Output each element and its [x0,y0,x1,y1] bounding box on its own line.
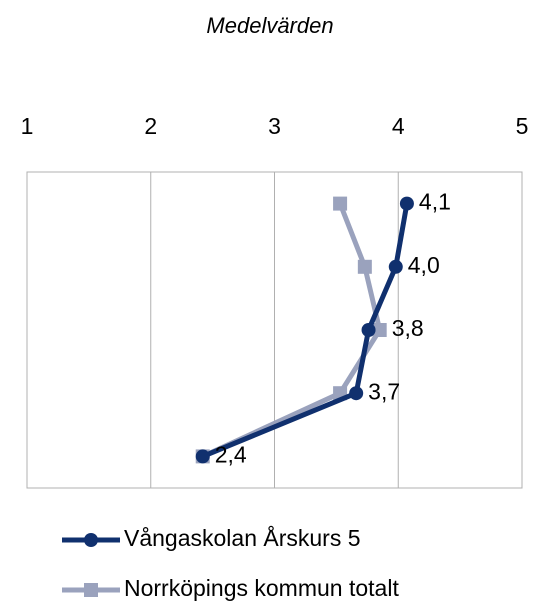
chart-title: Medelvärden [206,13,333,38]
legend-label: Norrköpings kommun totalt [124,575,399,601]
legend-marker [84,583,98,597]
legend-label: Vångaskolan Årskurs 5 [124,524,361,551]
data-point [388,259,403,274]
data-point [349,386,364,401]
data-point [357,259,372,274]
data-label: 4,0 [408,252,440,278]
data-point [195,449,210,464]
legend-marker [84,533,98,547]
data-point [399,196,414,211]
data-point [372,323,387,337]
data-label: 3,7 [368,378,400,404]
data-label: 4,1 [419,189,451,215]
data-point [361,323,376,337]
data-point [333,196,348,211]
x-tick-label: 4 [392,113,405,139]
data-label: 3,8 [392,315,424,341]
data-label: 2,4 [215,441,247,467]
x-tick-label: 1 [21,113,34,139]
x-tick-label: 5 [516,113,529,139]
x-tick-label: 3 [268,113,281,139]
x-tick-label: 2 [144,113,157,139]
plot-frame [26,171,523,489]
